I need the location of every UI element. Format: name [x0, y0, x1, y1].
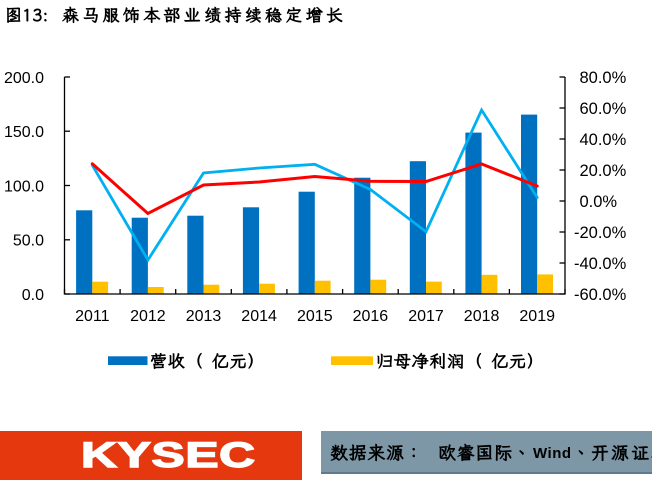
svg-text:20.0%: 20.0% [580, 162, 627, 180]
svg-text:2011: 2011 [75, 308, 110, 325]
svg-text:50.0: 50.0 [13, 233, 44, 250]
svg-text:营收（亿元）: 营收（ 亿元） [150, 349, 265, 372]
svg-text:2018: 2018 [464, 308, 500, 325]
svg-text:0.0%: 0.0% [580, 193, 618, 211]
svg-text:40.0%: 40.0% [580, 131, 627, 149]
svg-text:150.0: 150.0 [4, 124, 44, 141]
svg-text:2016: 2016 [353, 308, 389, 325]
svg-text:-40.0%: -40.0% [574, 255, 627, 273]
svg-text:2012: 2012 [130, 308, 166, 325]
svg-text:2015: 2015 [297, 308, 333, 325]
svg-text:2019: 2019 [519, 308, 555, 325]
svg-text:2013: 2013 [186, 308, 222, 325]
svg-text:-60.0%: -60.0% [574, 286, 627, 304]
svg-text:80.0%: 80.0% [580, 69, 627, 87]
svg-text:200.0: 200.0 [4, 70, 44, 87]
svg-text:0.0: 0.0 [22, 287, 44, 304]
svg-text:60.0%: 60.0% [580, 100, 627, 118]
svg-text:100.0: 100.0 [4, 178, 44, 195]
svg-text:2014: 2014 [241, 308, 277, 325]
svg-text:-20.0%: -20.0% [574, 224, 627, 242]
svg-text:归母净利润（亿元）: 归母净利润（ 亿元） [376, 349, 545, 372]
svg-text:2017: 2017 [408, 308, 444, 325]
